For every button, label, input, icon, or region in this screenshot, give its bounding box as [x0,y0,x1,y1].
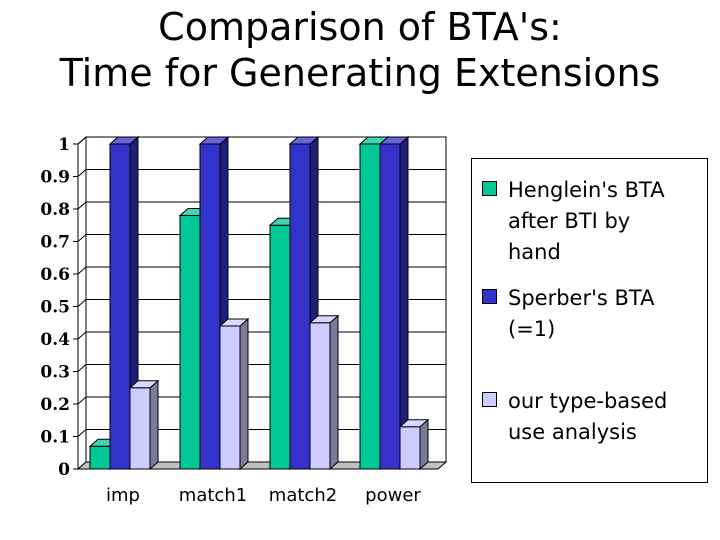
legend-label-line: hand [508,240,561,264]
y-tick-label: 0.1 [40,428,70,448]
bar [398,418,430,471]
bar-front [109,143,131,470]
legend-label-type-based: our type-based use analysis [508,386,706,448]
bar-front [129,387,151,470]
bar-side [239,317,249,471]
bar [378,135,410,471]
y-tick-label: 0.7 [40,233,70,253]
x-tick-label: match1 [179,485,247,506]
bar-front [379,143,401,470]
x-tick-label: power [365,485,421,506]
legend-swatch-type-based [482,392,497,407]
chart-legend: Henglein's BTA after BTI by hand Sperber… [471,158,708,483]
bar-top [288,136,320,145]
bar-top [198,136,230,145]
legend-label-line: (=1) [508,317,556,341]
gridline [77,299,446,307]
legend-label-line: our type-based [508,389,668,413]
y-tick-label: 0.3 [40,363,70,383]
legend-label-line: Henglein's BTA [508,178,665,202]
y-tick-label: 1 [58,135,70,155]
chart-title: Comparison of BTA's: Time for Generating… [0,4,720,96]
bar-front [269,224,291,470]
gridline [77,234,446,242]
bar-front [399,426,421,470]
bar-front [89,445,111,470]
y-tick-label: 0.8 [40,200,70,220]
y-tick-label: 0.4 [40,330,70,350]
bar-front [219,325,241,470]
bar-top [308,315,340,324]
bar [128,379,160,471]
chart-title-line-2: Time for Generating Extensions [59,51,661,95]
gridline [77,266,446,275]
legend-label-sperber: Sperber's BTA (=1) [508,283,706,345]
bar-side [399,135,409,471]
y-tick-label: 0.2 [40,395,70,415]
bar-front [289,143,311,470]
bar-top [398,419,430,428]
bars: imp match1 match2 power [88,135,430,506]
bar-front [359,143,381,470]
gridline [77,201,446,210]
bar-top [128,380,160,389]
y-tick-label: 0.5 [40,298,70,318]
bar [308,314,340,471]
legend-label-line: Sperber's BTA [508,286,655,310]
bar-side [419,418,429,471]
legend-label-line: after BTI by [508,209,631,233]
y-tick-label: 0.6 [40,265,70,285]
bar-top [108,136,140,145]
gridline [77,169,446,177]
bar-side [149,379,159,471]
chart-title-line-1: Comparison of BTA's: [158,5,562,49]
legend-label-henglein: Henglein's BTA after BTI by hand [508,175,706,268]
legend-swatch-sperber [482,289,497,304]
y-tick-label: 0 [58,460,70,480]
x-tick-label: match2 [269,485,337,506]
bar-front [179,215,201,470]
y-tick-label: 0.9 [40,168,70,188]
legend-label-line: use analysis [508,420,637,444]
bar [218,317,250,471]
bar-front [309,322,331,470]
bar-top [218,318,250,327]
x-tick-label: imp [106,485,140,506]
bar-front [199,143,221,470]
legend-swatch-henglein [482,181,497,196]
bar-top [378,136,410,145]
bar-side [329,314,339,471]
gridline [77,136,446,145]
